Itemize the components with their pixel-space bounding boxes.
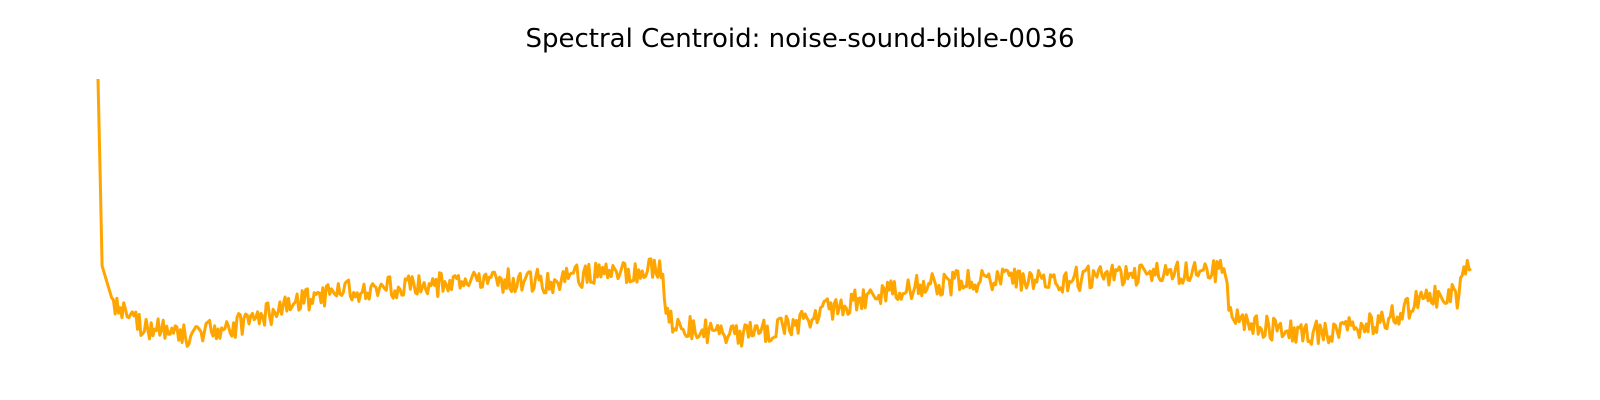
series-layer (96, 78, 1472, 348)
spectral-centroid-line (96, 78, 1472, 348)
chart-title: Spectral Centroid: noise-sound-bible-003… (525, 24, 1075, 54)
